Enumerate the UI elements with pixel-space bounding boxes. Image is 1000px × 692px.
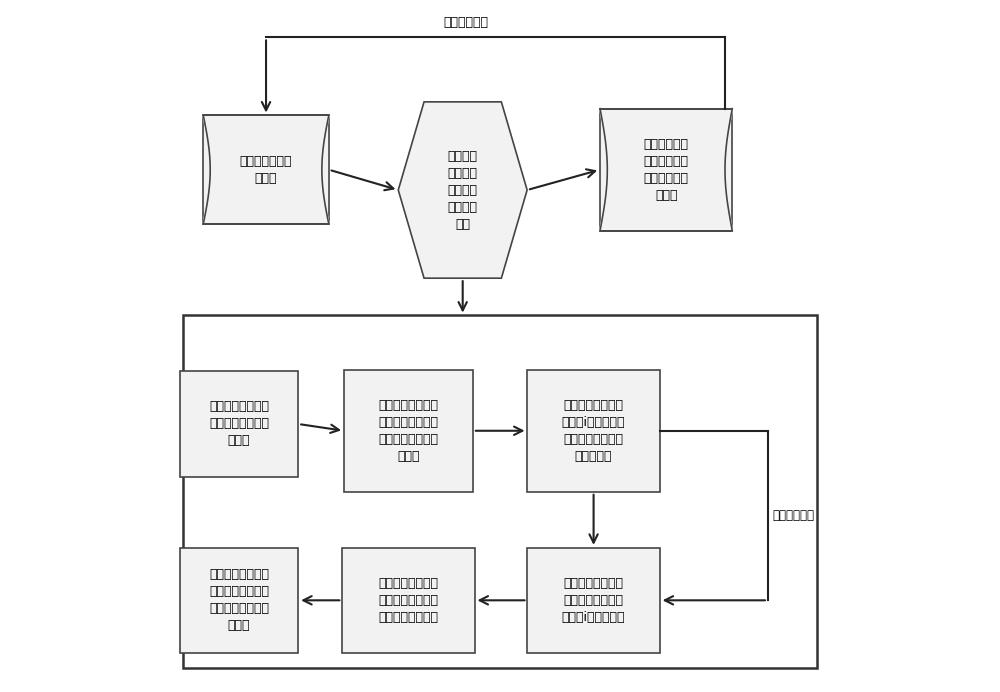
Polygon shape xyxy=(398,102,527,278)
Text: 转到下一时刻: 转到下一时刻 xyxy=(444,17,489,29)
FancyBboxPatch shape xyxy=(600,109,732,230)
FancyBboxPatch shape xyxy=(344,370,473,492)
Text: 求得四个标准卜的
参数，按照判定标
准得到参数估计值: 求得四个标准卜的 参数，按照判定标 准得到参数估计值 xyxy=(378,577,438,623)
FancyBboxPatch shape xyxy=(180,548,298,653)
FancyBboxPatch shape xyxy=(203,116,329,224)
Text: 对每个频率分段数
据进行分区，并进
行直方图统计和概
率转换: 对每个频率分段数 据进行分区，并进 行直方图统计和概 率转换 xyxy=(378,399,438,463)
FancyBboxPatch shape xyxy=(183,316,817,668)
Text: 输出噪声均值
线、方差和滤
波后的平滑信
号数据: 输出噪声均值 线、方差和滤 波后的平滑信 号数据 xyxy=(644,138,689,201)
FancyBboxPatch shape xyxy=(527,370,660,492)
FancyBboxPatch shape xyxy=(180,372,298,477)
Text: 根据噪声参数和滤
波比例选取滤波范
围，得到平滑的信
号数据: 根据噪声参数和滤 波比例选取滤波范 围，得到平滑的信 号数据 xyxy=(209,568,269,632)
Text: 调用噪声
提取和滤
波算法动
态库接口
函数: 调用噪声 提取和滤 波算法动 态库接口 函数 xyxy=(448,149,478,230)
FancyBboxPatch shape xyxy=(342,548,475,653)
Text: 对参数值与统计数
据进行卡方检验，
得到第i步的拟合度: 对参数值与统计数 据进行卡方检验， 得到第i步的拟合度 xyxy=(562,577,625,623)
FancyBboxPatch shape xyxy=(527,548,660,653)
Text: 实时信号频谱扫
描数据: 实时信号频谱扫 描数据 xyxy=(240,155,292,185)
Text: 对数据进行频率分
段，按照分段建立
多线程: 对数据进行频率分 段，按照分段建立 多线程 xyxy=(209,401,269,448)
Text: 按分区个数分布，
计算第i的最小二乘
法卜的迭代参数：
方差和均值: 按分区个数分布， 计算第i的最小二乘 法卜的迭代参数： 方差和均值 xyxy=(562,399,625,463)
Text: 转到下一分区: 转到下一分区 xyxy=(773,509,815,522)
